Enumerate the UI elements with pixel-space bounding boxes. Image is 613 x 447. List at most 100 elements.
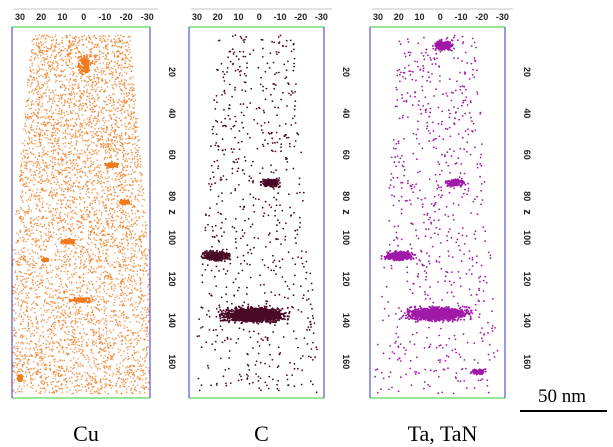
atom: [65, 332, 67, 334]
atom: [49, 333, 51, 335]
atom: [62, 310, 64, 312]
atom: [26, 150, 28, 152]
atom: [116, 385, 118, 387]
atom: [110, 155, 112, 157]
atom: [28, 363, 30, 365]
atom: [124, 100, 126, 102]
atom: [101, 349, 103, 351]
atom: [127, 240, 129, 242]
atom: [65, 88, 67, 90]
atom: [64, 69, 66, 71]
atom: [134, 254, 136, 256]
atom: [58, 388, 60, 390]
atom: [35, 238, 37, 240]
atom: [67, 347, 69, 349]
atom: [104, 158, 106, 160]
atom: [134, 162, 136, 164]
atom: [63, 251, 65, 253]
atom: [127, 349, 129, 351]
atom: [64, 291, 66, 293]
atom: [56, 179, 58, 181]
atom: [100, 183, 102, 185]
atom: [67, 278, 69, 280]
atom: [106, 221, 108, 223]
atom: [78, 129, 80, 131]
atom: [130, 118, 132, 120]
atom: [44, 109, 46, 111]
atom: [15, 270, 17, 272]
atom: [136, 220, 138, 222]
atom: [85, 314, 87, 316]
atom: [75, 180, 77, 182]
atom: [93, 373, 95, 375]
atom: [25, 260, 27, 262]
atom: [69, 35, 71, 37]
atom: [53, 218, 55, 220]
atom: [69, 172, 71, 174]
atom: [117, 381, 119, 383]
atom: [77, 137, 79, 139]
atom: [114, 230, 116, 232]
atom: [127, 346, 129, 348]
atom: [70, 160, 72, 162]
atom: [27, 177, 29, 179]
atom: [114, 54, 116, 56]
atom: [140, 392, 142, 394]
atom: [51, 143, 53, 145]
atom: [99, 58, 101, 60]
atom: [126, 295, 128, 297]
atom: [83, 94, 85, 96]
atom: [31, 50, 33, 52]
atom: [45, 73, 47, 75]
atom: [32, 79, 34, 81]
atom: [135, 265, 137, 267]
atom: [127, 287, 129, 289]
atom: [23, 128, 25, 130]
atom: [70, 218, 72, 220]
atom: [62, 194, 64, 196]
atom: [20, 170, 22, 172]
atom: [52, 283, 54, 285]
atom: [25, 116, 27, 118]
atom: [38, 257, 40, 259]
atom: [24, 328, 26, 330]
atom: [15, 332, 17, 334]
atom: [74, 348, 76, 350]
atom: [91, 56, 93, 58]
atom: [93, 150, 95, 152]
atom: [114, 302, 116, 304]
atom: [46, 179, 48, 181]
atom: [78, 37, 80, 39]
atom: [110, 332, 112, 334]
atom: [124, 336, 126, 338]
atom: [72, 372, 74, 374]
atom: [146, 350, 148, 352]
atom: [61, 200, 63, 202]
atom: [119, 86, 121, 88]
atom: [137, 126, 139, 128]
atom: [121, 259, 123, 261]
atom: [20, 309, 22, 311]
atom: [122, 158, 124, 160]
atom: [98, 72, 100, 74]
atom: [106, 373, 108, 375]
atom: [57, 386, 59, 388]
atom: [83, 277, 85, 279]
atom: [127, 84, 129, 86]
atom: [122, 138, 124, 140]
atom: [81, 250, 83, 252]
atom: [57, 275, 59, 277]
atom: [99, 91, 101, 93]
atom: [136, 145, 138, 147]
atom: [91, 163, 93, 165]
atom: [25, 227, 27, 229]
atom: [81, 337, 83, 339]
atom: [35, 223, 37, 225]
atom: [32, 89, 34, 91]
atom: [95, 91, 97, 93]
atom: [50, 48, 52, 50]
atom: [96, 123, 98, 125]
atom: [53, 349, 55, 351]
atom: [46, 113, 48, 115]
atom: [50, 190, 52, 192]
